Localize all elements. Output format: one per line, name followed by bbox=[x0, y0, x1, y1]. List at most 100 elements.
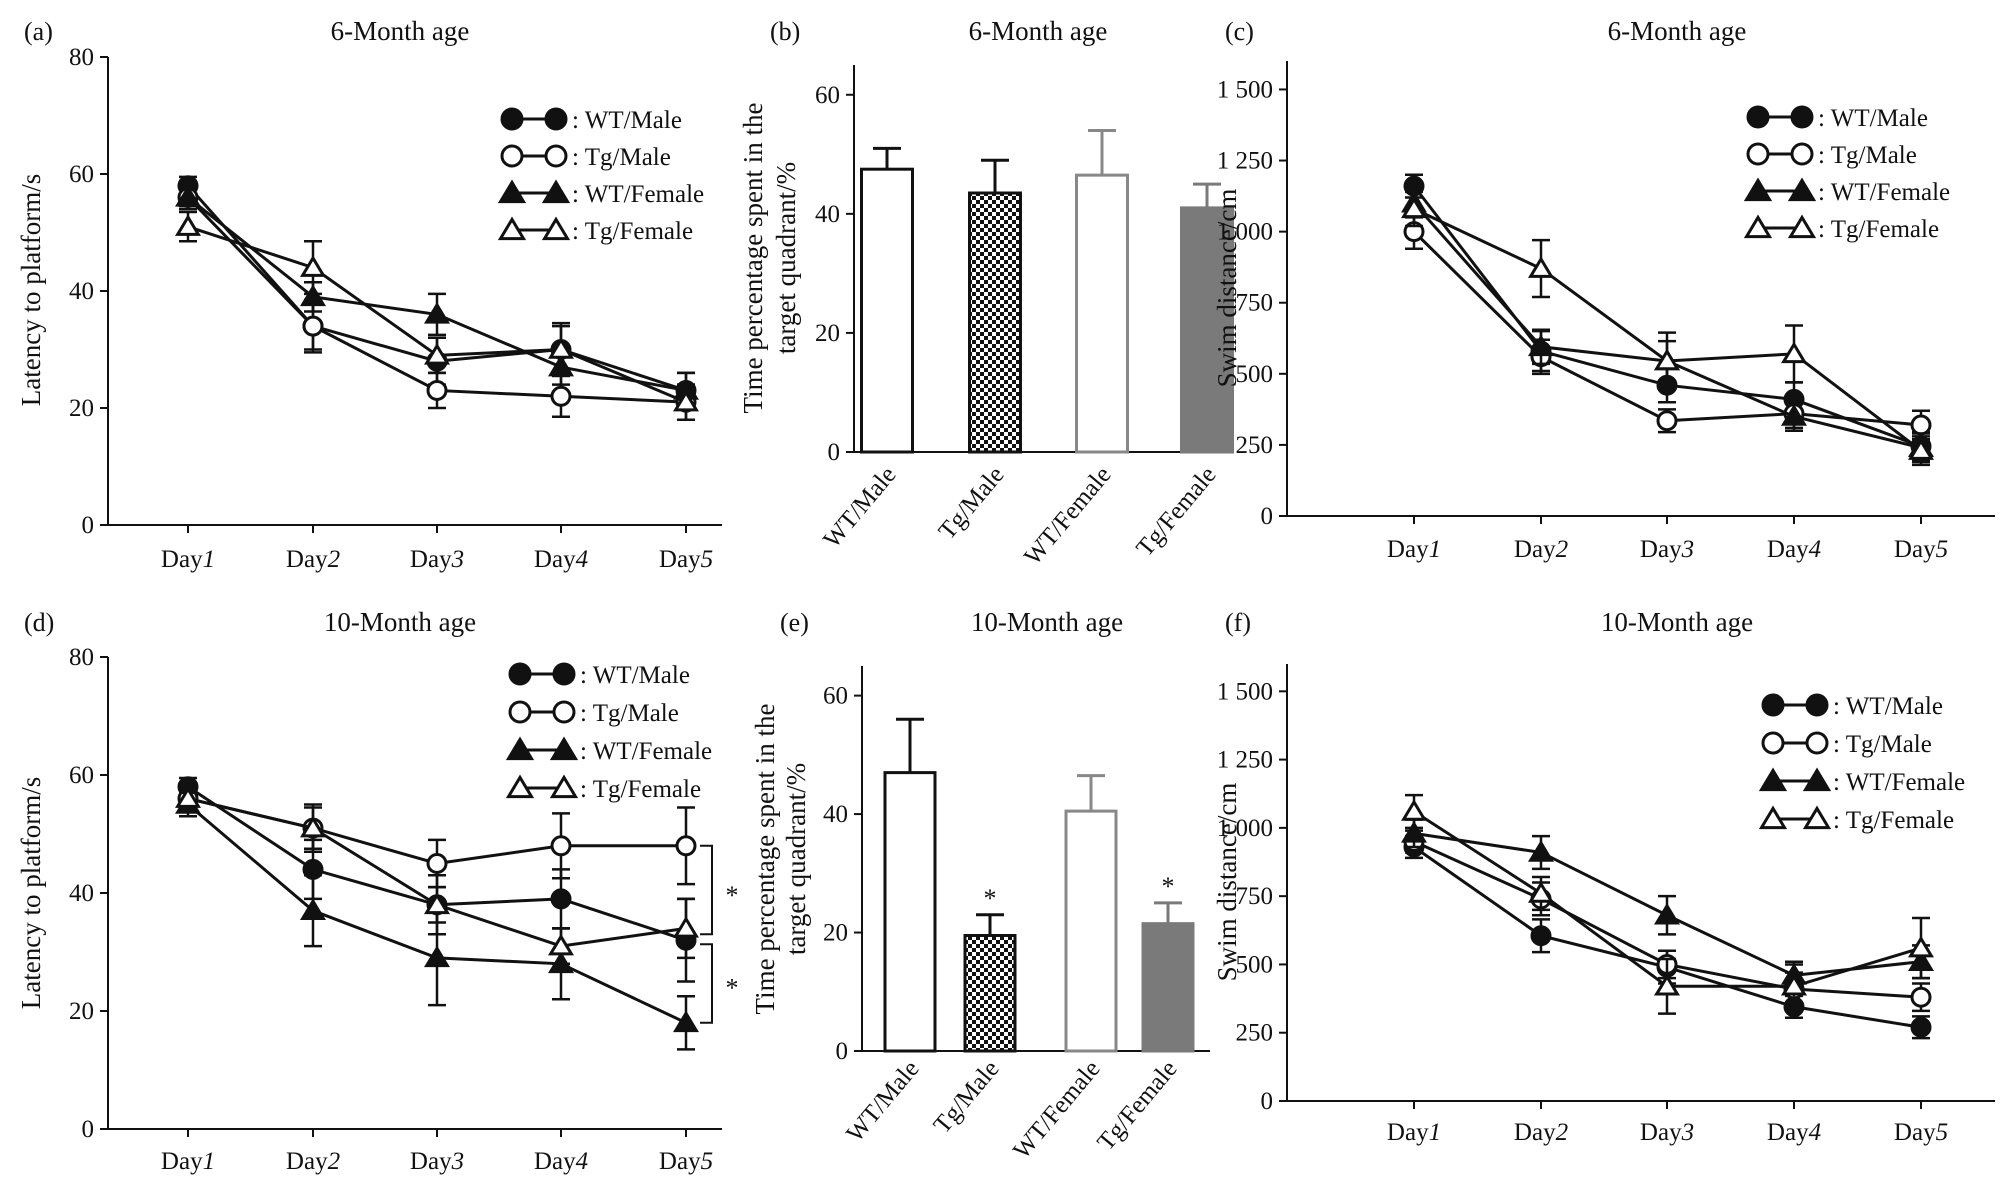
chart-title: 6-Month age bbox=[331, 16, 470, 46]
bar bbox=[860, 167, 914, 454]
data-point bbox=[175, 786, 201, 808]
y-tick-label: 250 bbox=[1236, 1020, 1274, 1047]
x-tick-label: Day5 bbox=[1894, 1119, 1948, 1146]
y-tick-label: 0 bbox=[1261, 1088, 1274, 1115]
legend-item: : Tg/Female bbox=[1743, 214, 1939, 243]
legend-item: : Tg/Male bbox=[1761, 731, 1932, 758]
y-tick-label: 500 bbox=[1236, 951, 1274, 978]
data-point bbox=[426, 379, 448, 401]
y-axis-label-line2: target quadrant/% bbox=[771, 162, 801, 354]
series-tg-female bbox=[175, 785, 699, 966]
y-tick-label: 20 bbox=[815, 320, 840, 347]
series-tg-female bbox=[1401, 793, 1934, 1015]
y-tick-label: 500 bbox=[1236, 361, 1274, 388]
legend-item: : Tg/Male bbox=[500, 144, 671, 171]
bar-tg-male: * Tg/Male bbox=[929, 884, 1017, 1139]
data-point bbox=[1528, 334, 1554, 357]
panel-label: (b) bbox=[770, 17, 800, 46]
data-point bbox=[300, 898, 326, 920]
y-tick-label: 20 bbox=[69, 998, 94, 1025]
y-tick-label: 1 500 bbox=[1217, 76, 1273, 103]
bar bbox=[1075, 173, 1129, 454]
legend-marker bbox=[1758, 805, 1788, 830]
chart-title: 10-Month age bbox=[971, 607, 1123, 637]
y-tick-label: 0 bbox=[82, 1116, 95, 1143]
x-tick-label: Day5 bbox=[659, 546, 713, 573]
x-tick-label: Day1 bbox=[1387, 1119, 1441, 1146]
chart-title: 6-Month age bbox=[1608, 16, 1747, 46]
data-point bbox=[1654, 348, 1680, 371]
legend-label: : WT/Female bbox=[1818, 179, 1950, 206]
y-tick-label: 20 bbox=[823, 920, 848, 947]
legend-label: : Tg/Male bbox=[580, 700, 679, 727]
legend-marker bbox=[1790, 105, 1814, 129]
data-point bbox=[1910, 1016, 1932, 1038]
chart-title: 10-Month age bbox=[1601, 607, 1753, 637]
legend-marker bbox=[505, 774, 535, 799]
y-tick-label: 60 bbox=[815, 82, 840, 109]
significance-mark: * bbox=[1162, 872, 1175, 901]
legend-label: : WT/Male bbox=[572, 107, 682, 134]
y-axis-label: Swim distance/cm bbox=[1212, 783, 1242, 982]
x-tick-label: Day3 bbox=[410, 546, 464, 573]
legend-label: : WT/Female bbox=[572, 181, 704, 208]
data-point bbox=[426, 853, 448, 874]
panel-f: 0 250 500 750 1 000 1 250 1 500 Day1 Day2 Day3 Day… bbox=[1212, 607, 1995, 1146]
data-point bbox=[424, 892, 450, 915]
y-axis-label: Latency to platform/s bbox=[16, 777, 46, 1009]
y-tick-label: 0 bbox=[82, 512, 95, 539]
y-tick-label: 40 bbox=[823, 801, 848, 828]
legend-marker bbox=[1758, 767, 1788, 792]
legend-marker bbox=[541, 216, 571, 241]
bracket-upper bbox=[700, 844, 713, 936]
significance-mark: * bbox=[726, 881, 739, 910]
data-point bbox=[550, 385, 572, 407]
data-point bbox=[673, 1010, 699, 1033]
x-category-label: Tg/Female bbox=[1131, 462, 1221, 562]
panel-label: (a) bbox=[24, 17, 53, 46]
legend-marker bbox=[1787, 177, 1817, 202]
legend-item: : Tg/Female bbox=[505, 774, 701, 803]
legend-marker bbox=[1743, 177, 1773, 202]
legend-label: : Tg/Female bbox=[572, 218, 693, 245]
legend-item: : WT/Male bbox=[508, 662, 690, 689]
legend-marker bbox=[508, 700, 532, 724]
data-point bbox=[1401, 820, 1427, 843]
y-tick-label: 1 250 bbox=[1217, 747, 1273, 774]
y-tick-label: 60 bbox=[69, 762, 94, 789]
panel-e: 0 20 40 60 10-Month age (e) Time percentage sp… bbox=[750, 607, 1210, 1164]
y-tick-label: 1 000 bbox=[1217, 815, 1273, 842]
data-point bbox=[175, 184, 201, 207]
y-tick-label: 80 bbox=[69, 644, 94, 671]
y-tick-label: 60 bbox=[823, 683, 848, 710]
legend-marker bbox=[500, 144, 524, 168]
x-tick-label: Day2 bbox=[1514, 536, 1568, 563]
data-point bbox=[1530, 925, 1552, 947]
significance-brackets: ** bbox=[700, 844, 739, 1024]
x-tick-label: Day2 bbox=[1514, 1119, 1568, 1146]
x-tick-label: Day1 bbox=[161, 1148, 215, 1175]
data-point bbox=[1910, 986, 1932, 1008]
legend-item: : Tg/Male bbox=[508, 700, 679, 727]
data-point bbox=[1910, 414, 1932, 436]
y-tick-label: 0 bbox=[1261, 503, 1274, 530]
data-point bbox=[424, 301, 450, 324]
y-axis-label: Swim distance/cm bbox=[1212, 189, 1242, 388]
legend-marker bbox=[497, 216, 527, 241]
panel-label: (d) bbox=[24, 608, 54, 637]
legend-marker bbox=[549, 736, 579, 761]
legend-label: : Tg/Female bbox=[1833, 807, 1954, 834]
y-axis-label-line2: target quadrant/% bbox=[781, 763, 811, 955]
y-axis-label: Latency to platform/s bbox=[16, 174, 46, 406]
legend-marker bbox=[500, 107, 524, 131]
legend-label: : Tg/Female bbox=[1818, 216, 1939, 243]
legend-item: : WT/Female bbox=[497, 179, 704, 208]
panel-b: 0 20 40 60 6-Month age (b) Time percentage spe… bbox=[738, 16, 1234, 570]
legend-item: : WT/Female bbox=[505, 736, 712, 765]
y-tick-label: 750 bbox=[1236, 883, 1274, 910]
y-axis-label: Time percentage spent in the bbox=[738, 103, 768, 414]
legend-marker bbox=[552, 662, 576, 686]
y-tick-label: 1 000 bbox=[1217, 219, 1273, 246]
data-point bbox=[1401, 196, 1427, 219]
